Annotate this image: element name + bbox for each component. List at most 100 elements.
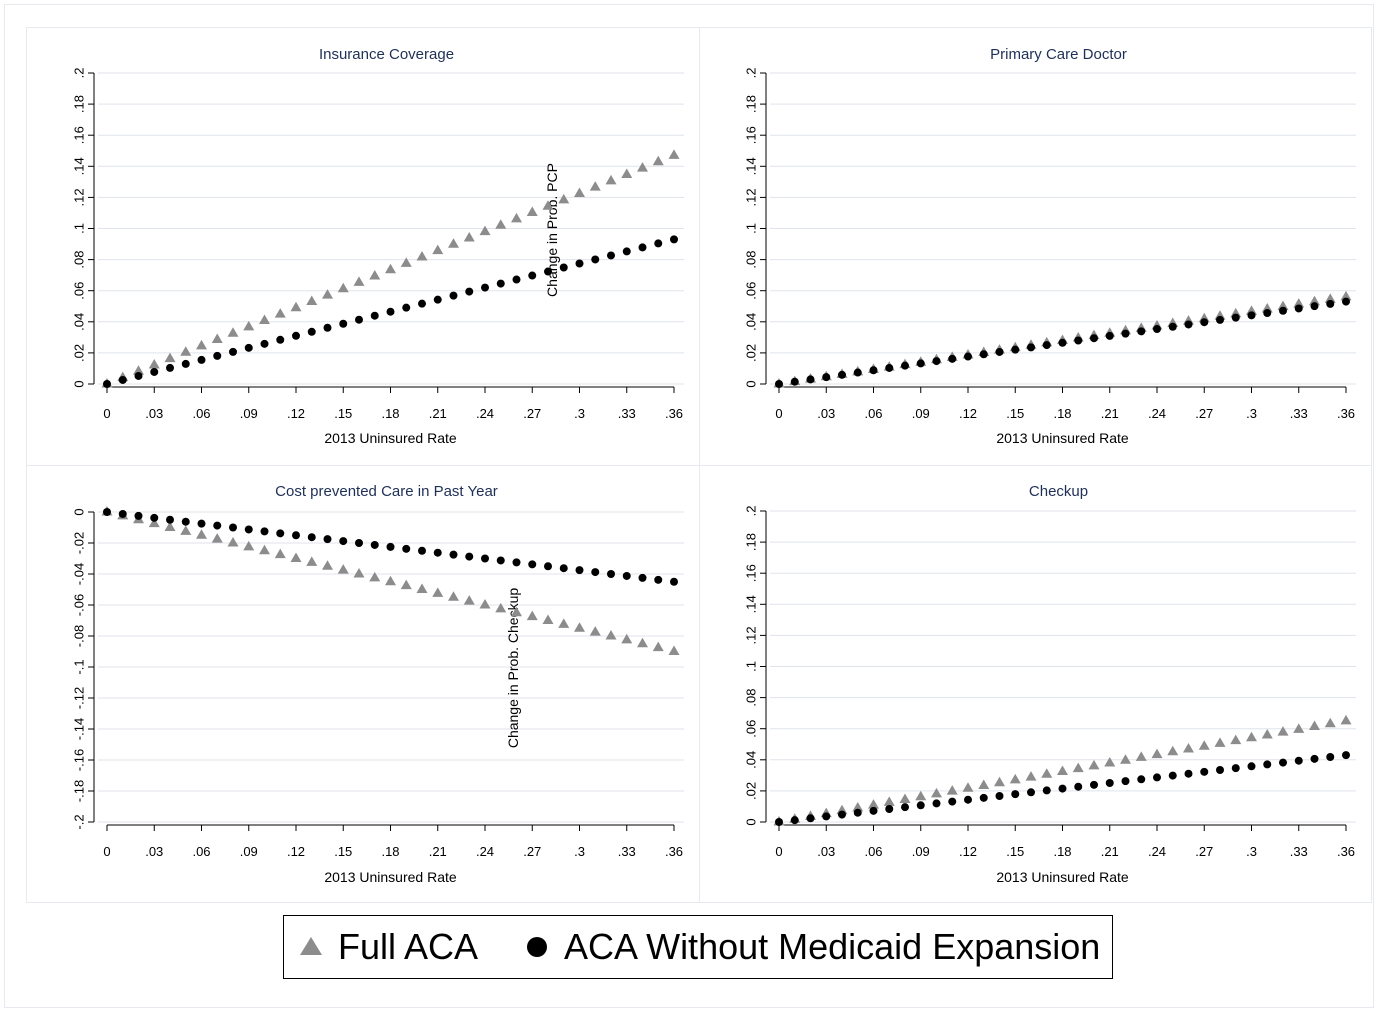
point-full-aca — [337, 282, 349, 293]
x-tick-label: .09 — [240, 844, 258, 859]
point-full-aca — [400, 579, 412, 590]
point-full-aca — [148, 358, 160, 369]
x-tick-label: .33 — [618, 406, 636, 421]
x-axis-label: 2013 Uninsured Rate — [324, 869, 457, 885]
x-tick-label: .15 — [334, 844, 352, 859]
point-full-aca — [148, 517, 160, 528]
point-without-expansion — [1200, 767, 1209, 776]
y-tick-label: .08 — [743, 689, 758, 707]
y-tick-label: -.08 — [71, 625, 86, 647]
point-without-expansion — [1121, 777, 1130, 786]
panel-4: 0 .02 .04 .06 .08 .1 .12 .14 .16 .18 .2 0 .03 .06 .09.… — [743, 483, 1356, 885]
point-without-expansion — [229, 523, 237, 532]
point-without-expansion — [1011, 790, 1020, 799]
point-full-aca — [1309, 295, 1320, 306]
y-tick-label: .14 — [743, 157, 758, 175]
point-without-expansion — [496, 556, 505, 565]
x-tick-label: .3 — [1246, 844, 1257, 859]
point-without-expansion — [885, 804, 894, 813]
point-without-expansion — [995, 347, 1004, 356]
point-full-aca — [558, 618, 570, 628]
point-without-expansion — [853, 808, 862, 817]
panel-1: 0 .02 .04 .06 .08 .1 .12 .14 .16 .18 .2 0 .03 .06 .09.… — [71, 46, 684, 446]
point-full-aca — [322, 289, 333, 299]
point-without-expansion — [1153, 325, 1161, 334]
point-without-expansion — [118, 509, 127, 518]
point-without-expansion — [1137, 327, 1146, 336]
y-tick-label: .02 — [743, 782, 758, 800]
y-tick-label: -.16 — [71, 749, 86, 771]
point-full-aca — [479, 225, 491, 236]
y-tick-label: .04 — [743, 751, 758, 769]
point-full-aca — [133, 365, 144, 375]
point-full-aca — [416, 583, 428, 593]
point-without-expansion — [1200, 318, 1209, 327]
point-full-aca — [558, 193, 570, 204]
point-without-expansion — [869, 806, 878, 815]
x-tick-label: 0 — [103, 406, 110, 421]
x-tick-label: .18 — [381, 844, 399, 859]
x-tick-label: .06 — [864, 406, 882, 421]
x-tick-label: .15 — [1006, 406, 1024, 421]
y-tick-label: .1 — [743, 661, 758, 672]
point-full-aca — [946, 785, 958, 795]
y-tick-label: -.1 — [71, 659, 86, 674]
point-full-aca — [290, 301, 302, 312]
point-without-expansion — [1074, 782, 1083, 791]
x-tick-label: .33 — [1290, 844, 1308, 859]
panel-divider-horizontal — [27, 465, 1371, 466]
point-without-expansion — [307, 327, 316, 336]
point-without-expansion — [1310, 754, 1319, 763]
point-full-aca — [495, 602, 507, 613]
point-without-expansion — [1074, 336, 1083, 345]
x-tick-label: 0 — [775, 406, 782, 421]
point-full-aca — [621, 633, 633, 644]
point-without-expansion — [386, 307, 395, 316]
point-full-aca — [463, 595, 475, 605]
y-tick-label: .16 — [743, 126, 758, 144]
point-full-aca — [621, 168, 633, 178]
x-tick-label: .15 — [1006, 844, 1024, 859]
point-full-aca — [994, 776, 1005, 787]
circle-icon — [527, 937, 548, 957]
point-full-aca — [196, 339, 207, 350]
point-without-expansion — [197, 355, 206, 364]
point-without-expansion — [885, 363, 894, 372]
x-tick-label: .36 — [1337, 844, 1355, 859]
point-full-aca — [574, 187, 585, 198]
point-full-aca — [511, 212, 522, 223]
point-full-aca — [637, 162, 648, 172]
point-full-aca — [1261, 728, 1273, 739]
point-without-expansion — [433, 295, 442, 304]
y-tick-label: 0 — [743, 818, 758, 825]
point-without-expansion — [559, 564, 568, 573]
point-without-expansion — [1011, 345, 1020, 354]
point-full-aca — [1088, 759, 1100, 770]
x-tick-label: .18 — [381, 406, 399, 421]
triangle-icon — [300, 937, 322, 955]
point-without-expansion — [607, 570, 615, 578]
point-full-aca — [962, 782, 974, 792]
x-tick-label: .21 — [429, 844, 447, 859]
point-without-expansion — [1216, 315, 1224, 324]
x-tick-label: .18 — [1053, 844, 1071, 859]
point-without-expansion — [806, 814, 815, 823]
x-tick-label: .27 — [523, 406, 541, 421]
point-full-aca — [852, 801, 864, 812]
y-axis-label: Change in Prob. PCP — [544, 163, 560, 297]
point-full-aca — [1009, 773, 1021, 784]
point-without-expansion — [1294, 304, 1303, 313]
point-full-aca — [668, 645, 680, 655]
point-full-aca — [652, 155, 664, 166]
point-without-expansion — [481, 554, 489, 563]
point-full-aca — [432, 587, 444, 597]
point-full-aca — [978, 779, 990, 790]
point-without-expansion — [1216, 765, 1224, 774]
point-without-expansion — [528, 560, 537, 569]
point-without-expansion — [355, 539, 363, 547]
y-tick-label: -.12 — [71, 687, 86, 709]
point-full-aca — [1198, 740, 1210, 750]
point-without-expansion — [307, 533, 316, 542]
y-tick-label: .06 — [743, 720, 758, 738]
point-full-aca — [337, 564, 349, 574]
